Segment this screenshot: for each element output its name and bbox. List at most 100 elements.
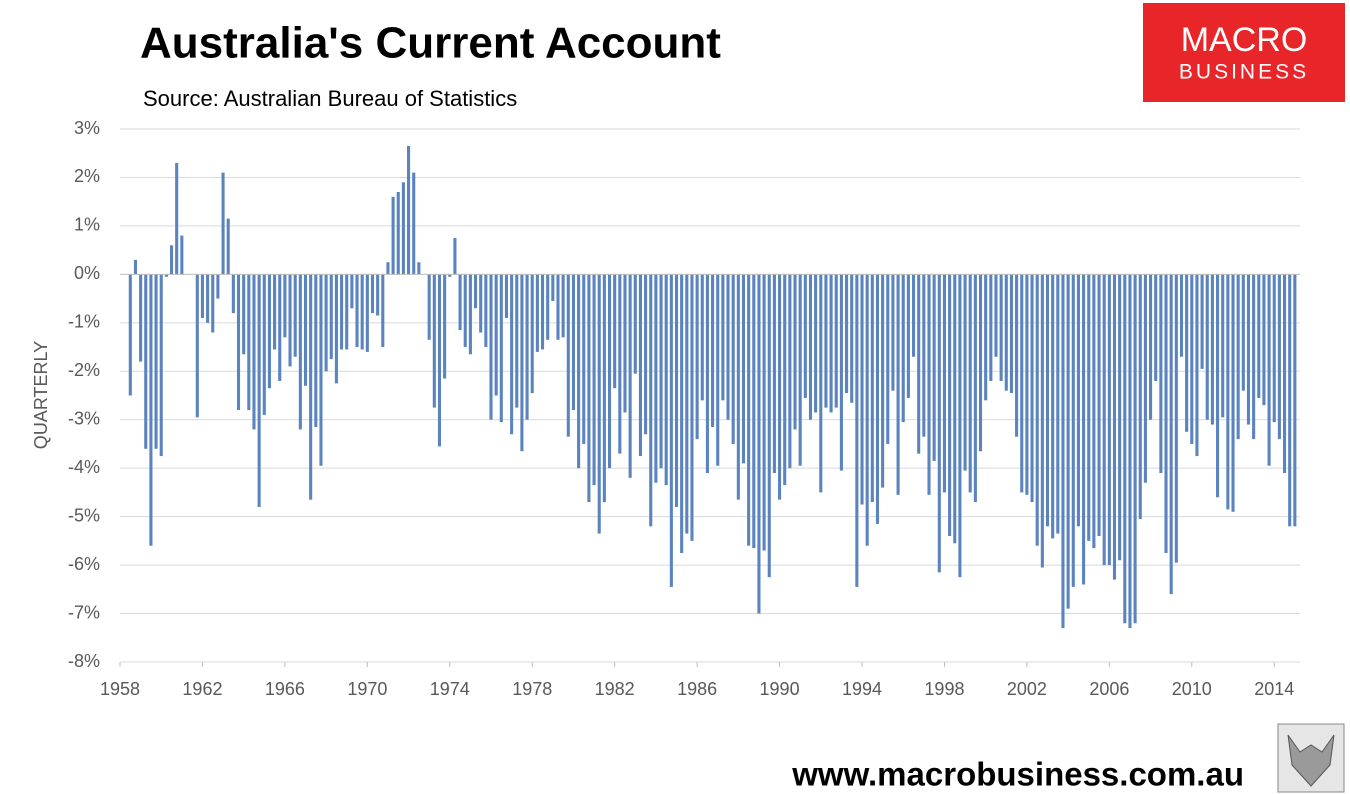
bar bbox=[845, 274, 849, 394]
y-tick-label: -6% bbox=[68, 554, 100, 574]
bar bbox=[1015, 274, 1019, 437]
bar bbox=[257, 274, 261, 507]
bar bbox=[829, 274, 833, 413]
y-tick-label: -2% bbox=[68, 360, 100, 380]
bar bbox=[917, 274, 921, 454]
bar bbox=[391, 196, 395, 275]
bar bbox=[226, 218, 230, 275]
chart-title: Australia's Current Account bbox=[140, 19, 721, 68]
bar bbox=[211, 274, 215, 333]
bar bbox=[922, 274, 926, 437]
bar bbox=[1267, 274, 1271, 466]
bar bbox=[1252, 274, 1256, 440]
bar bbox=[365, 274, 369, 352]
bar bbox=[587, 274, 591, 503]
bar bbox=[1045, 274, 1050, 527]
bar bbox=[1035, 274, 1039, 546]
y-tick-label: -1% bbox=[68, 312, 100, 332]
bar bbox=[546, 274, 550, 340]
y-tick-label: -3% bbox=[68, 408, 100, 428]
x-tick-label: 2010 bbox=[1172, 679, 1212, 699]
bar bbox=[319, 274, 323, 466]
bar bbox=[231, 274, 235, 314]
bar bbox=[623, 274, 627, 413]
bar bbox=[736, 274, 740, 500]
bar bbox=[139, 274, 143, 362]
bar bbox=[479, 274, 483, 333]
bar bbox=[1231, 274, 1235, 512]
bar bbox=[711, 274, 715, 427]
bar bbox=[283, 274, 287, 338]
bar bbox=[370, 274, 375, 314]
bar bbox=[561, 274, 565, 338]
bar bbox=[499, 274, 503, 423]
x-tick-label: 1998 bbox=[924, 679, 964, 699]
bar bbox=[360, 274, 364, 350]
bar bbox=[942, 274, 946, 493]
bar bbox=[474, 274, 478, 309]
bar bbox=[1102, 274, 1106, 566]
bar bbox=[881, 274, 885, 488]
bar bbox=[860, 274, 864, 505]
x-tick-label: 1962 bbox=[182, 679, 222, 699]
bar bbox=[159, 274, 163, 457]
bar bbox=[999, 274, 1003, 381]
bar bbox=[1025, 274, 1029, 495]
bar bbox=[705, 274, 709, 474]
bar bbox=[886, 274, 890, 444]
bar bbox=[664, 274, 668, 486]
bar bbox=[1066, 274, 1070, 609]
bar bbox=[1092, 274, 1096, 549]
x-tick-label: 1958 bbox=[100, 679, 140, 699]
bar bbox=[1112, 274, 1117, 580]
bar bbox=[752, 274, 756, 549]
bar bbox=[133, 259, 138, 275]
bar bbox=[1179, 274, 1184, 357]
bar bbox=[169, 245, 174, 275]
x-tick-label: 1994 bbox=[842, 679, 882, 699]
bar bbox=[1149, 274, 1153, 420]
bar bbox=[1020, 274, 1024, 493]
bar bbox=[1195, 274, 1199, 457]
bar bbox=[906, 274, 910, 398]
bar bbox=[540, 274, 545, 350]
x-tick-label: 2002 bbox=[1007, 679, 1047, 699]
logo-bottom: BUSINESS bbox=[1179, 61, 1309, 84]
bar bbox=[1082, 274, 1086, 585]
bar bbox=[494, 274, 498, 396]
x-tick-label: 2006 bbox=[1089, 679, 1129, 699]
bar bbox=[875, 274, 880, 524]
bar bbox=[607, 274, 612, 469]
bar bbox=[262, 274, 266, 415]
bar bbox=[437, 274, 442, 447]
bar bbox=[937, 274, 941, 573]
bar bbox=[458, 274, 462, 331]
bar bbox=[340, 274, 344, 350]
bar bbox=[571, 274, 575, 411]
bar bbox=[896, 274, 900, 495]
bar bbox=[1071, 274, 1075, 587]
bar bbox=[597, 274, 601, 534]
bar bbox=[1216, 274, 1220, 498]
x-tick-label: 1966 bbox=[265, 679, 305, 699]
bar bbox=[870, 274, 874, 503]
bar bbox=[1174, 274, 1178, 563]
bar bbox=[216, 274, 220, 299]
bar bbox=[814, 274, 818, 413]
bar bbox=[1190, 274, 1194, 444]
bar bbox=[329, 274, 333, 360]
bar bbox=[345, 274, 349, 350]
bar bbox=[1272, 274, 1276, 423]
bar bbox=[911, 274, 916, 357]
bar bbox=[1138, 274, 1142, 520]
bar bbox=[164, 274, 168, 277]
logo-box bbox=[1143, 3, 1345, 102]
y-tick-label: -7% bbox=[68, 602, 100, 622]
bar bbox=[1159, 274, 1163, 474]
bar bbox=[396, 191, 400, 275]
bar bbox=[927, 274, 931, 495]
bar bbox=[613, 274, 617, 389]
y-tick-label: 3% bbox=[74, 118, 100, 138]
bar bbox=[1185, 274, 1189, 432]
bar bbox=[726, 274, 730, 420]
